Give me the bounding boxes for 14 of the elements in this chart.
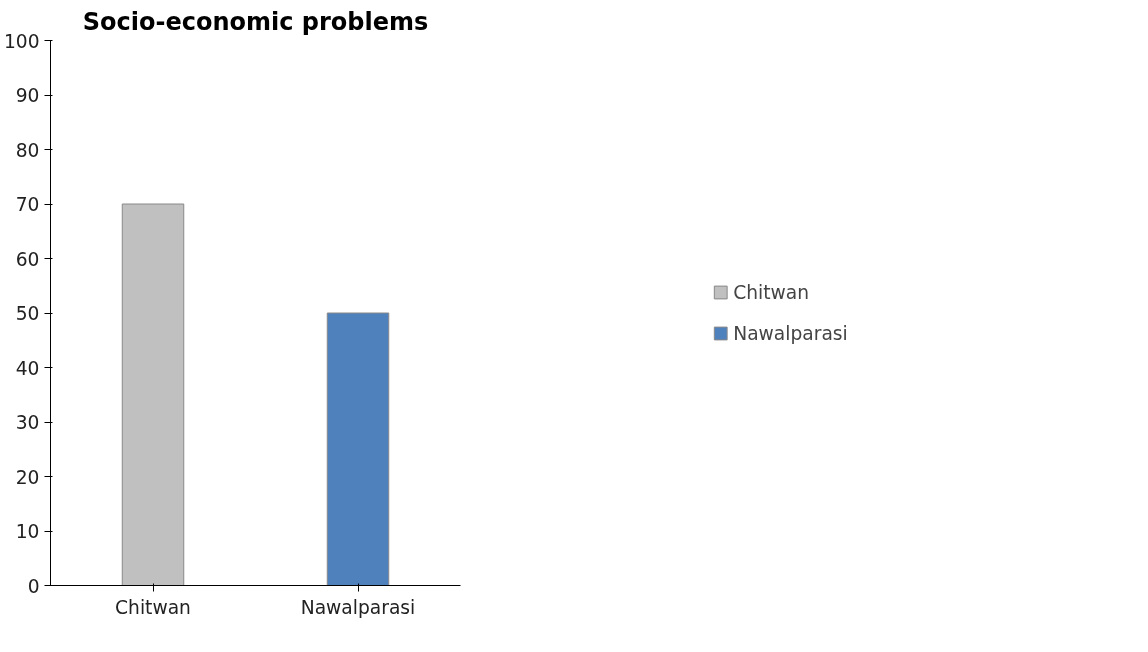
y-tick-label: 60 xyxy=(15,248,40,270)
y-tick-label: 70 xyxy=(15,194,40,215)
y-tick-label: 0 xyxy=(27,575,40,597)
y-tick-label: 100 xyxy=(3,30,40,52)
y-tick-label: 90 xyxy=(15,85,40,106)
chart-title: Socio-economic problems xyxy=(82,7,429,36)
legend-label: Chitwan xyxy=(733,281,810,303)
y-tick-label: 10 xyxy=(15,521,40,542)
y-tick-label: 40 xyxy=(15,357,40,379)
y-tick-label: 50 xyxy=(15,303,40,324)
y-tick-label: 20 xyxy=(15,466,40,488)
y-tick-label: 30 xyxy=(15,412,40,433)
y-tick-label: 80 xyxy=(15,139,40,161)
legend-label: Nawalparasi xyxy=(733,322,848,344)
